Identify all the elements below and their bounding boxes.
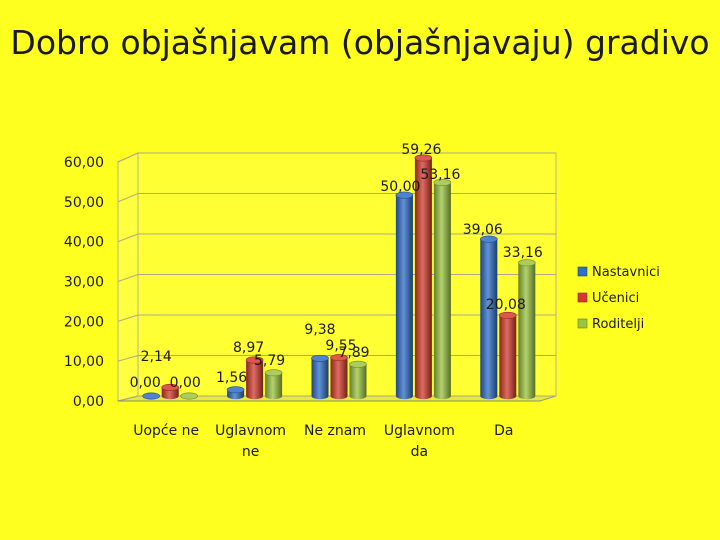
bar [264,369,283,400]
legend-item-label: Roditelji [592,317,644,332]
y-tick-label: 10,00 [64,354,104,370]
bar [142,392,160,400]
data-label: 59,26 [401,142,441,158]
gridline-side [117,395,139,402]
bar [180,392,198,400]
bar-top [498,311,517,319]
data-label: 50,00 [380,179,420,195]
y-axis: 0,00 10,00 20,00 30,00 40,00 50,00 60,00 [64,155,104,410]
x-tick-label: da [411,444,428,460]
bar-top [264,369,283,377]
data-label: 5,79 [254,353,285,369]
x-tick-label: ne [242,444,260,460]
legend-swatch [577,318,588,329]
bar-top [517,259,536,267]
gridline-side [117,193,139,203]
data-label: 39,06 [463,222,503,238]
data-labels: 0,00 2,14 0,00 1,56 8,975,79 9,389,557,89 50,0… [130,142,543,391]
bar [517,259,536,400]
y-tick-label: 50,00 [64,195,104,211]
data-label: 9,38 [304,322,335,338]
bar-top [395,191,414,199]
legend-swatch [577,266,588,277]
bar-top [161,383,179,391]
bar-top [414,154,433,162]
gridline-side [117,274,139,282]
y-tick-label: 30,00 [64,275,104,291]
x-tick-label: Uglavnom [384,423,455,439]
bar [433,178,452,400]
bar-body [330,357,348,400]
data-label: 8,97 [233,340,264,356]
bar [498,311,517,400]
data-label: 0,00 [130,375,161,391]
data-label: 9,55 [325,338,356,354]
bar-body [433,182,451,400]
bar [395,191,414,400]
x-axis: Uopće ne Uglavnom ne Ne znam Uglavnom da Da [118,400,540,460]
bar-body [265,372,283,400]
bar [349,360,367,400]
bar-top [433,178,452,186]
y-tick-label: 40,00 [64,235,104,251]
bar-top [180,392,198,400]
bar-body [311,358,329,400]
bar-body [395,195,413,400]
gridline-side [117,233,139,243]
x-tick-label: Ne znam [304,423,366,439]
data-label: 0,00 [170,375,201,391]
data-label: 53,16 [420,167,460,183]
legend-item-label: Nastavnici [592,265,660,280]
x-tick-label: Da [494,423,513,439]
bar [245,356,264,400]
gridline-side [117,314,139,322]
y-tick-label: 0,00 [73,394,104,410]
gridline-side [117,355,139,362]
bar [311,354,329,400]
bar-top [245,356,264,364]
gridline-side [117,152,139,163]
bar-body [414,157,432,400]
legend-swatch [577,292,588,303]
bar-top [330,354,348,362]
data-label: 33,16 [503,245,543,261]
data-label: 2,14 [141,349,172,365]
data-label: 7,89 [338,345,369,361]
bar-top [479,235,498,243]
bar [479,235,498,400]
bar [414,154,433,400]
y-tick-label: 60,00 [64,155,104,171]
bar-body [480,239,498,400]
x-tick-label: Uopće ne [133,423,199,439]
bar-top [349,360,367,368]
bar [226,386,245,400]
bar [161,383,179,400]
legend: Nastavnici Učenici Roditelji [577,265,660,332]
y-tick-label: 20,00 [64,314,104,330]
bar-body [349,364,367,400]
bar-top [142,392,160,400]
slide-title: Dobro objašnjavam (objašnjavaju) gradivo [10,23,710,62]
bar-top [226,386,245,394]
data-label: 20,08 [486,297,526,313]
bar-body [246,359,264,400]
bar-series [142,154,536,400]
x-tick-label: Uglavnom [215,423,286,439]
legend-item-label: Učenici [592,291,639,306]
side-wall [117,152,139,402]
data-label: 1,56 [216,370,247,386]
bar-top [311,354,329,362]
bar-body [518,262,536,400]
bar-body [499,315,517,400]
bar [330,354,348,400]
